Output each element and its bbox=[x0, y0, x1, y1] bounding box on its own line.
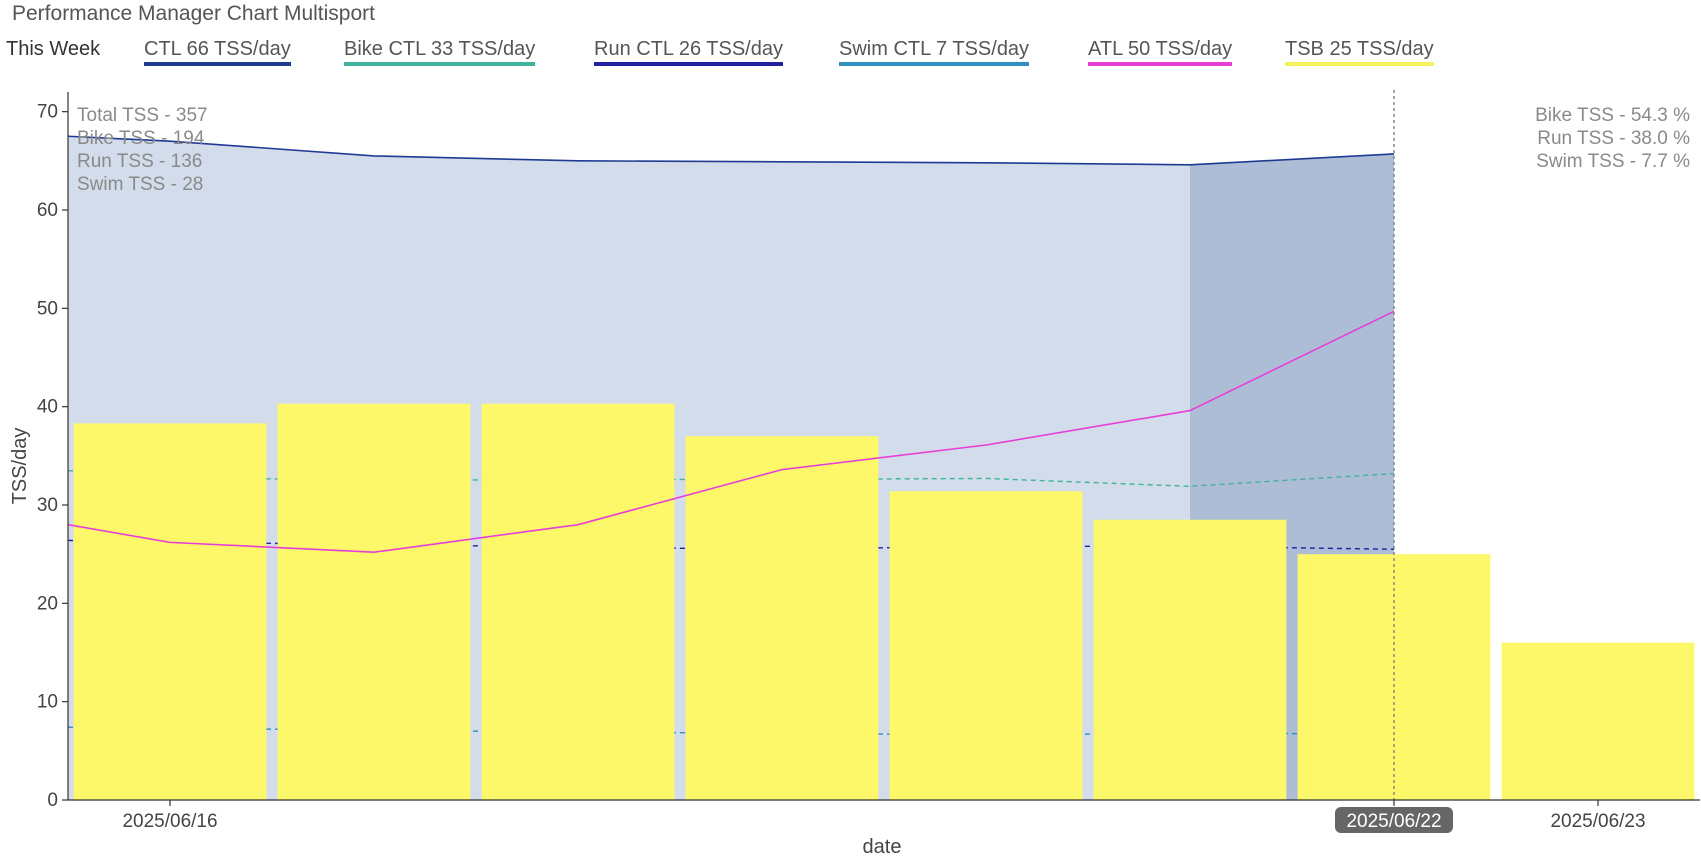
legend-item-swim-ctl[interactable]: Swim CTL 7 TSS/day bbox=[839, 38, 1030, 66]
x-tick-label-current: 2025/06/22 bbox=[1346, 811, 1441, 832]
legend-underline bbox=[1285, 62, 1434, 66]
legend-item-atl[interactable]: ATL 50 TSS/day bbox=[1088, 38, 1233, 66]
legend-label: TSB 25 TSS/day bbox=[1285, 38, 1434, 60]
legend-underline bbox=[344, 62, 536, 66]
y-tick-label: 30 bbox=[37, 495, 58, 516]
legend-underline bbox=[1088, 62, 1233, 66]
legend-label: CTL 66 TSS/day bbox=[144, 38, 291, 60]
y-axis-title: TSS/day bbox=[9, 428, 31, 505]
tss-total-annotation: Swim TSS - 28 bbox=[77, 174, 203, 195]
chart-title: Performance Manager Chart Multisport bbox=[12, 2, 375, 25]
tss-total-annotation: Bike TSS - 194 bbox=[77, 128, 205, 149]
legend-item-tsb[interactable]: TSB 25 TSS/day bbox=[1285, 38, 1434, 66]
legend-underline bbox=[839, 62, 1030, 66]
y-tick-label: 10 bbox=[37, 692, 58, 713]
y-tick-label: 50 bbox=[37, 298, 58, 319]
tsb-bar bbox=[685, 436, 879, 800]
tsb-bar bbox=[277, 403, 471, 800]
legend-label: Bike CTL 33 TSS/day bbox=[344, 38, 536, 60]
y-tick-label: 60 bbox=[37, 200, 58, 221]
current-day-badge bbox=[1335, 807, 1453, 833]
tss-percent-annotation: Run TSS - 38.0 % bbox=[1537, 128, 1690, 149]
y-tick-label: 40 bbox=[37, 397, 58, 418]
legend-item-ctl[interactable]: CTL 66 TSS/day bbox=[144, 38, 291, 66]
legend-item-run-ctl[interactable]: Run CTL 26 TSS/day bbox=[594, 38, 783, 66]
tsb-bar bbox=[889, 491, 1083, 800]
tsb-bar bbox=[73, 423, 267, 800]
y-tick-label: 0 bbox=[47, 790, 58, 811]
tss-percent-annotation: Bike TSS - 54.3 % bbox=[1535, 105, 1690, 126]
x-tick-label: 2025/06/16 bbox=[122, 811, 217, 832]
legend-label: Swim CTL 7 TSS/day bbox=[839, 38, 1030, 60]
tsb-bar bbox=[1501, 642, 1695, 800]
legend-label: ATL 50 TSS/day bbox=[1088, 38, 1233, 60]
ctl-line bbox=[67, 135, 1395, 166]
atl-line bbox=[67, 310, 1395, 554]
tsb-bar bbox=[1093, 519, 1287, 800]
legend-label: Run CTL 26 TSS/day bbox=[594, 38, 783, 60]
tss-total-annotation: Run TSS - 136 bbox=[77, 151, 202, 172]
legend-underline bbox=[594, 62, 783, 66]
x-axis-title: date bbox=[863, 836, 902, 858]
legend-item-bike-ctl[interactable]: Bike CTL 33 TSS/day bbox=[344, 38, 536, 66]
y-tick-label: 20 bbox=[37, 593, 58, 614]
x-tick-label: 2025/06/23 bbox=[1550, 811, 1645, 832]
y-tick-label: 70 bbox=[37, 102, 58, 123]
this-week-label: This Week bbox=[6, 38, 101, 60]
legend-underline bbox=[144, 62, 291, 66]
tsb-bar bbox=[481, 403, 675, 800]
legend: This Week CTL 66 TSS/day Bike CTL 33 TSS… bbox=[6, 38, 1696, 66]
tss-percent-annotation: Swim TSS - 7.7 % bbox=[1536, 151, 1690, 172]
tss-total-annotation: Total TSS - 357 bbox=[77, 105, 208, 126]
